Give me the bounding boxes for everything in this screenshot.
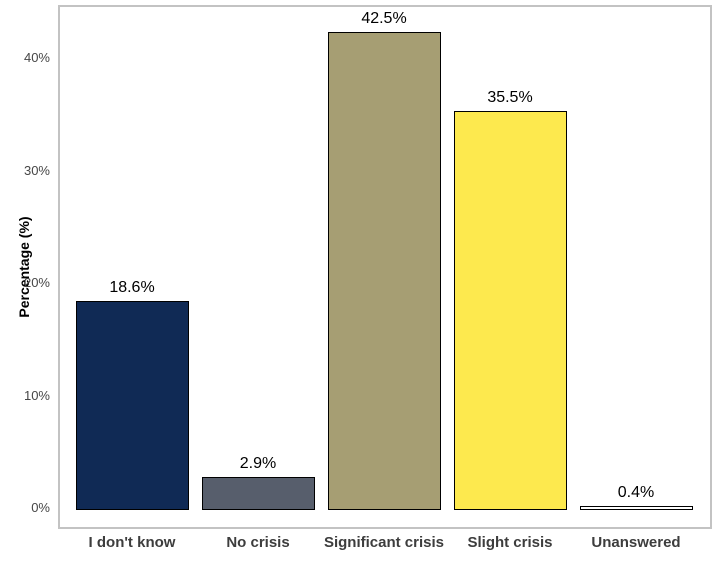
bar-no-crisis	[201, 477, 315, 510]
bar-group-i-dont-know: 18.6%	[75, 278, 189, 510]
bar-value-label: 42.5%	[361, 9, 407, 27]
bar-group-no-crisis: 2.9%	[201, 455, 315, 510]
y-tick-label-0: 0%	[31, 500, 50, 515]
bar-group-significant-crisis: 42.5%	[327, 9, 441, 510]
bar-significant-crisis	[327, 31, 441, 510]
bar-group-slight-crisis: 35.5%	[453, 88, 567, 510]
plot-panel: 18.6% 2.9% 42.5% 35.5% 0.4%	[58, 5, 712, 529]
y-tick-label-40: 40%	[23, 50, 50, 65]
x-axis-label-significant-crisis: Significant crisis	[323, 534, 445, 551]
x-axis-label-slight-crisis: Slight crisis	[467, 534, 553, 551]
x-axis-label-unanswered: Unanswered	[591, 534, 681, 551]
y-axis-title: Percentage (%)	[16, 216, 32, 318]
bar-i-dont-know	[75, 300, 189, 510]
bar-value-label: 35.5%	[487, 88, 533, 106]
bar-unanswered	[579, 505, 693, 510]
y-tick-label-30: 30%	[23, 162, 50, 178]
bar-group-unanswered: 0.4%	[579, 483, 693, 510]
x-axis-label-no-crisis: No crisis	[226, 534, 290, 551]
bar-value-label: 18.6%	[109, 278, 155, 296]
x-axis-label-i-dont-know: I don't know	[88, 534, 176, 551]
bar-value-label: 0.4%	[617, 483, 655, 501]
bar-value-label: 2.9%	[239, 455, 277, 473]
bar-slight-crisis	[453, 110, 567, 510]
y-tick-label-10: 10%	[23, 387, 50, 403]
y-tick-label-20: 20%	[23, 275, 50, 290]
